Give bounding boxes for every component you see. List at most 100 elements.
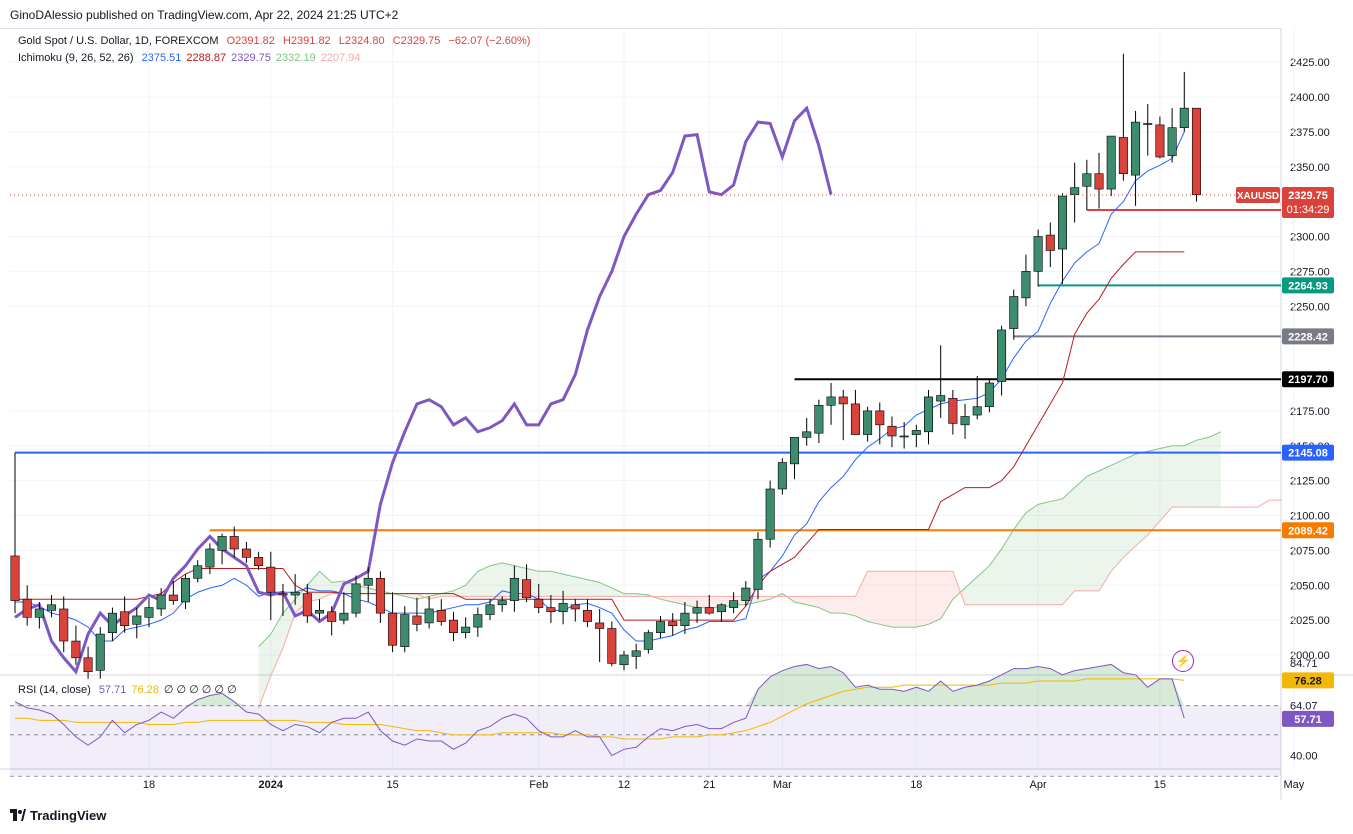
candle-body <box>1167 127 1177 156</box>
candle-body <box>144 607 154 618</box>
cloud-segment <box>490 562 503 597</box>
y-tick-label: 2050.00 <box>1290 580 1330 592</box>
cloud-segment <box>477 565 491 597</box>
ichimoku-value-3: 2332.19 <box>275 52 316 64</box>
candle-body <box>473 614 483 628</box>
candle-body <box>10 555 20 601</box>
candle-body <box>168 594 178 601</box>
candle-body <box>1033 236 1043 272</box>
candle-body <box>193 565 203 579</box>
candle-body <box>558 603 568 613</box>
candle-body <box>1021 271 1031 299</box>
candle-body <box>595 622 605 629</box>
x-tick-label: Apr <box>1030 779 1047 791</box>
cloud-segment <box>831 596 844 614</box>
header-bar: GinoDAlessio published on TradingView.co… <box>0 0 1353 29</box>
candle-body <box>424 608 434 624</box>
ichimoku-value-4: 2207.94 <box>320 52 361 64</box>
x-tick-label: Feb <box>529 779 548 791</box>
cloud-segment <box>550 571 564 597</box>
rsi-tag <box>1282 710 1334 727</box>
cloud-segment <box>1111 459 1124 572</box>
candle-body <box>948 398 958 424</box>
candle-body <box>1082 173 1092 187</box>
candle-body <box>436 610 446 622</box>
candle-body <box>1094 173 1104 190</box>
cloud-segment <box>611 588 624 597</box>
candle-body <box>668 621 678 627</box>
last-price-tag <box>1282 186 1334 217</box>
y-tick-label: 2375.00 <box>1290 127 1330 139</box>
candle-body <box>448 619 458 633</box>
candle-body <box>984 382 994 407</box>
candle-body <box>522 579 532 599</box>
candle-body <box>254 557 264 567</box>
rsi-label: RSI (14, close) <box>18 684 91 696</box>
span-a-line <box>258 431 1222 647</box>
cloud-segment <box>1099 465 1112 591</box>
y-tick-label: 2175.00 <box>1290 406 1330 418</box>
level-tag-label: 2264.93 <box>1288 280 1328 292</box>
candle-body <box>1057 195 1067 250</box>
ohlc-low: L2324.80 <box>338 35 385 47</box>
candle-body <box>534 598 544 608</box>
candle-body <box>1045 234 1055 251</box>
y-tick-label: 2125.00 <box>1290 476 1330 488</box>
candle-body <box>278 593 288 596</box>
candle-body <box>656 621 666 633</box>
cloud-segment <box>1159 445 1173 522</box>
candle-body <box>132 615 142 625</box>
x-tick-label: 12 <box>618 779 630 791</box>
candle-body <box>95 633 105 671</box>
footer-brand: TradingView <box>10 808 106 823</box>
candle-body <box>790 437 800 465</box>
cloud-segment <box>319 571 332 600</box>
candle-body <box>461 626 471 633</box>
candle-body <box>156 594 166 610</box>
candle-body <box>802 431 812 438</box>
candle-body <box>765 488 775 540</box>
y-tick-label: 2250.00 <box>1290 301 1330 313</box>
candle-body <box>1009 296 1019 329</box>
cloud-segment <box>538 571 551 597</box>
cloud-segment <box>270 613 283 676</box>
cloud-segment <box>660 596 673 602</box>
candle-body <box>120 611 130 627</box>
cloud-segment <box>1147 448 1160 536</box>
level-tag-label: 2228.42 <box>1288 331 1328 343</box>
candle-body <box>229 536 239 550</box>
cloud-segment <box>404 593 417 600</box>
x-tick-label: Mar <box>773 779 792 791</box>
rsi-value-1: 76.28 <box>131 684 159 696</box>
x-tick-label: 18 <box>910 779 922 791</box>
candle-body <box>875 410 885 426</box>
last-price-label: 2329.75 <box>1288 190 1328 202</box>
cloud-segment <box>684 596 698 608</box>
candle-body <box>753 538 763 590</box>
level-tag-label: 2197.70 <box>1288 374 1328 386</box>
candle-body <box>1118 137 1128 175</box>
cloud-segment <box>794 596 807 605</box>
candle-body <box>850 403 860 435</box>
ichimoku-label: Ichimoku (9, 26, 52, 26) <box>18 52 134 64</box>
candle-body <box>570 604 580 610</box>
y-tick-label: 2100.00 <box>1290 511 1330 523</box>
symbol-tag-label: XAUUSD <box>1237 191 1279 202</box>
candle-body <box>826 396 836 406</box>
level-tag-label: 2089.42 <box>1288 525 1328 537</box>
x-tick-label: May <box>1284 779 1305 791</box>
rsi-value-2: ∅ ∅ ∅ ∅ ∅ ∅ <box>163 684 237 696</box>
y-tick-label: 2025.00 <box>1290 615 1330 627</box>
cloud-segment <box>258 634 271 709</box>
cloud-segment <box>429 593 442 600</box>
candle-body <box>704 607 714 614</box>
cloud-segment <box>940 571 953 619</box>
cloud-segment <box>1196 437 1209 508</box>
price-axis-bg <box>1281 28 1353 769</box>
lightning-icon[interactable]: ⚡ <box>1172 650 1194 672</box>
level-tag <box>1282 444 1334 461</box>
level-tag <box>1282 371 1334 388</box>
cloud-segment <box>563 574 576 597</box>
candle-body <box>607 628 617 664</box>
